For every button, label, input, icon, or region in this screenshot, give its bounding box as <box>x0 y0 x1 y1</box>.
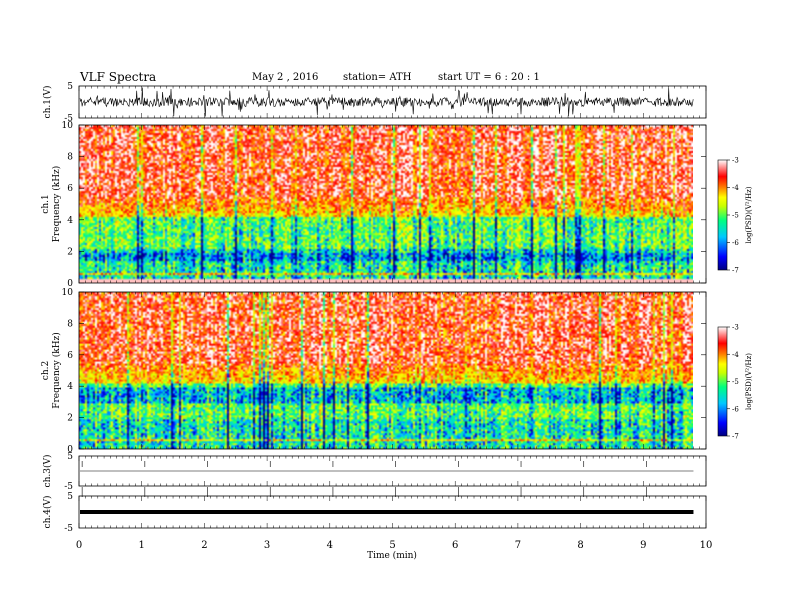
y-tick-label: 2 <box>67 414 73 424</box>
colorbar-tick-label: -7 <box>732 267 739 275</box>
colorbar <box>717 326 728 437</box>
y-tick-label: 10 <box>62 121 74 131</box>
y-tick-label: 8 <box>67 319 73 329</box>
y-tick-label: -5 <box>64 114 73 124</box>
y-axis-label: Frequency (kHz) <box>51 166 62 243</box>
y-tick-label: 0 <box>67 279 73 289</box>
y-axis-label-channel: ch.1 <box>41 194 51 213</box>
date-label: May 2 , 2016 <box>252 72 319 83</box>
colorbar-tick-label: -3 <box>732 324 739 332</box>
ch2-spectrogram-image <box>79 292 693 449</box>
y-tick-label: 6 <box>67 184 73 194</box>
x-tick-label: 8 <box>577 540 583 551</box>
y-axis-label: ch.3(V) <box>42 455 53 488</box>
x-tick-label: 1 <box>139 540 145 551</box>
x-tick-label: 9 <box>640 540 646 551</box>
y-tick-label: -5 <box>64 524 73 534</box>
ch1-waveform-line <box>79 87 694 117</box>
colorbar-tick-label: -5 <box>732 212 739 220</box>
colorbar <box>717 159 728 271</box>
x-tick-label: 5 <box>389 540 395 551</box>
y-tick-label: 2 <box>67 247 73 257</box>
x-tick-label: 4 <box>327 540 333 551</box>
ch4-waveform-line <box>80 510 694 514</box>
x-tick-label: 0 <box>76 540 82 551</box>
y-tick-label: 5 <box>67 452 73 462</box>
colorbar-tick-label: -3 <box>732 157 739 165</box>
y-tick-label: 4 <box>67 216 73 226</box>
y-tick-label: 5 <box>67 82 73 92</box>
start-time-label: start UT = 6 : 20 : 1 <box>438 72 540 83</box>
x-axis-label: Time (min) <box>367 550 417 561</box>
colorbar-label: log(PSD)(V²/Hz) <box>745 186 753 243</box>
y-tick-label: 0 <box>67 445 73 455</box>
y-tick-label: 4 <box>67 382 73 392</box>
y-tick-label: -5 <box>64 482 73 492</box>
chart-title: VLF Spectra <box>80 70 157 84</box>
colorbar-tick-label: -6 <box>732 405 739 413</box>
station-label: station= ATH <box>343 72 412 83</box>
x-tick-label: 6 <box>452 540 458 551</box>
x-tick-label: 3 <box>264 540 270 551</box>
x-tick-label: 7 <box>515 540 521 551</box>
y-axis-label: ch.4(V) <box>42 496 53 529</box>
x-tick-label: 2 <box>201 540 207 551</box>
colorbar-tick-label: -4 <box>732 351 739 359</box>
colorbar-tick-label: -7 <box>732 433 739 441</box>
colorbar-tick-label: -6 <box>732 239 739 247</box>
y-axis-label: Frequency (kHz) <box>51 332 62 409</box>
y-axis-label-channel: ch.2 <box>41 361 51 380</box>
y-axis-label: ch.1(V) <box>42 86 53 119</box>
y-tick-label: 8 <box>67 153 73 163</box>
colorbar-tick-label: -4 <box>732 184 739 192</box>
y-tick-label: 10 <box>62 288 74 298</box>
x-tick-label: 10 <box>700 540 713 551</box>
colorbar-label: log(PSD)(V²/Hz) <box>745 353 753 410</box>
y-tick-label: 5 <box>67 492 73 502</box>
y-tick-label: 6 <box>67 351 73 361</box>
colorbar-tick-label: -5 <box>732 378 739 386</box>
ch1-spectrogram-image <box>79 125 693 283</box>
